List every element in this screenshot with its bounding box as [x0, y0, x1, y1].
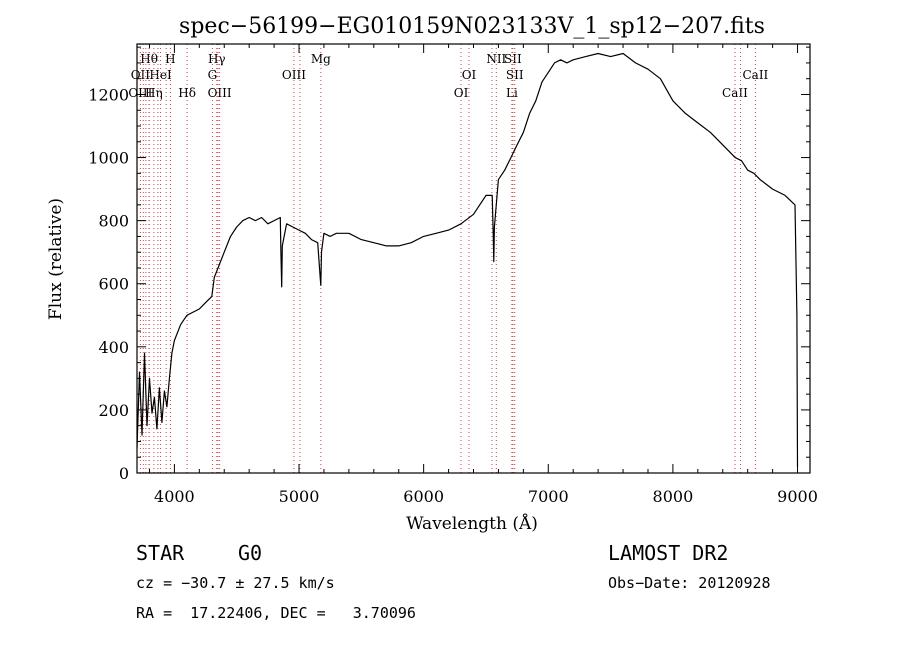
- line-label-5: SII: [504, 52, 522, 66]
- x-tick-label-4: 8000: [653, 487, 694, 506]
- x-tick-label-1: 5000: [279, 487, 320, 506]
- redshift-velocity: cz = −30.7 ± 27.5 km/s: [136, 574, 335, 592]
- spectrum-series-layer: [137, 52, 799, 467]
- line-label-16: OIII: [208, 86, 232, 100]
- x-tick-label-3: 7000: [528, 487, 569, 506]
- line-label-1: H: [165, 52, 175, 66]
- x-axis-label: Wavelength (Å): [406, 513, 538, 534]
- y-tick-label-2: 400: [98, 338, 129, 357]
- axes: 4000 5000 6000 7000 8000 9000 0 200 400 600 800 100…: [88, 43, 818, 506]
- x-tick-label-2: 6000: [403, 487, 444, 506]
- line-label-13: OIII: [128, 86, 152, 100]
- y-tick-label-0: 0: [119, 464, 129, 483]
- y-tick-label-5: 1000: [88, 149, 129, 168]
- y-tick-label-4: 800: [98, 212, 129, 231]
- y-tick-label-1: 200: [98, 401, 129, 420]
- line-label-3: Mg: [311, 52, 331, 66]
- object-class: STAR: [136, 541, 185, 565]
- y-axis-label: Flux (relative): [46, 198, 66, 320]
- spectrum-line-0: [137, 52, 799, 467]
- line-label-18: Li: [506, 86, 518, 100]
- line-label-4: NII: [486, 52, 506, 66]
- line-label-12: CaII: [742, 68, 768, 82]
- line-label-14: Hη: [145, 86, 163, 100]
- x-tick-label-0: 4000: [154, 487, 195, 506]
- x-tick-label-5: 9000: [777, 487, 818, 506]
- line-label-10: OI: [462, 68, 477, 82]
- line-label-15: Hδ: [178, 86, 196, 100]
- line-label-8: G: [208, 68, 218, 82]
- line-label-11: SII: [506, 68, 524, 82]
- observation-date: Obs−Date: 20120928: [608, 574, 771, 592]
- coordinates: RA = 17.22406, DEC = 3.70096: [136, 604, 416, 622]
- line-label-9: OIII: [282, 68, 306, 82]
- line-label-17: OI: [454, 86, 469, 100]
- line-label-2: Hγ: [208, 52, 226, 66]
- y-tick-label-3: 600: [98, 275, 129, 294]
- line-label-0: Hθ: [140, 52, 158, 66]
- line-label-19: CaII: [722, 86, 748, 100]
- y-tick-label-6: 1200: [88, 85, 129, 104]
- line-label-7: HeI: [149, 68, 172, 82]
- chart-title: spec−56199−EG010159N023133V_1_sp12−207.f…: [179, 14, 765, 39]
- line-label-6: OII: [131, 68, 151, 82]
- survey-name: LAMOST DR2: [608, 541, 729, 565]
- object-subclass: G0: [238, 541, 263, 565]
- plot-frame: [136, 43, 811, 474]
